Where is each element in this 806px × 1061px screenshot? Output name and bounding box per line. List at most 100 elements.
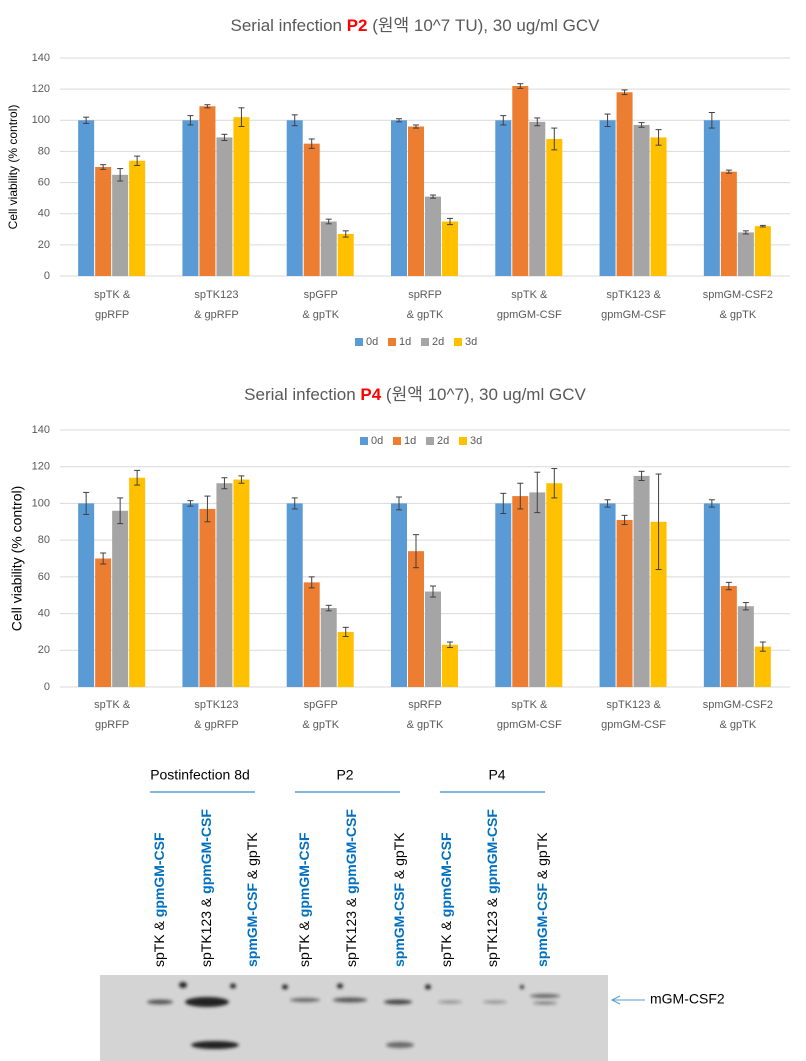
- y-tick-label: 20: [38, 239, 50, 251]
- x-tick-label: spRFP: [408, 289, 442, 301]
- bar: [633, 475, 650, 687]
- error-bar: [604, 499, 611, 508]
- y-tick-label: 140: [32, 52, 50, 64]
- y-tick-label: 140: [32, 424, 50, 436]
- text-part: spTK &: [151, 917, 167, 967]
- error-bar: [396, 118, 402, 123]
- legend-swatch: [426, 437, 434, 445]
- text-part: Serial infection: [244, 385, 360, 404]
- text-part: spTK &: [296, 917, 312, 967]
- error-bar: [517, 482, 524, 510]
- error-bar: [551, 468, 558, 499]
- bar: [425, 591, 441, 687]
- bar: [320, 608, 337, 687]
- text-part: spmGM-CSF: [534, 883, 550, 967]
- text-part: spTK &: [438, 917, 454, 967]
- x-tick-label: & gpTK: [407, 309, 444, 321]
- x-tick-label: spTK &: [94, 699, 131, 711]
- y-tick-label: 80: [38, 145, 50, 157]
- text-part: gpmGM-CSF: [343, 809, 359, 894]
- bar: [529, 492, 546, 687]
- x-tick-label: & gpTK: [720, 309, 757, 321]
- bar: [320, 221, 337, 276]
- bar: [129, 477, 146, 687]
- error-bar: [134, 155, 141, 166]
- text-part: & gpTK: [534, 832, 550, 883]
- legend-label: 1d: [399, 336, 411, 348]
- error-bar: [655, 473, 662, 571]
- segmented-text: spTK & gpmGM-CSF: [296, 832, 312, 967]
- bar: [199, 508, 216, 687]
- error-bar: [100, 552, 107, 565]
- error-bar: [621, 514, 628, 526]
- error-bar: [708, 499, 715, 508]
- bar: [216, 137, 233, 276]
- error-bar: [430, 585, 436, 598]
- bar: [599, 120, 616, 277]
- x-tick-label: spTK123: [194, 289, 238, 301]
- error-bar: [759, 641, 766, 652]
- y-tick-label: 20: [38, 644, 50, 656]
- bar: [95, 167, 112, 276]
- error-bar: [100, 164, 107, 170]
- text-part: gpmGM-CSF: [198, 809, 214, 894]
- error-bar: [534, 471, 541, 514]
- error-bar: [117, 497, 124, 525]
- bar: [616, 519, 633, 687]
- y-tick-label: 40: [38, 208, 50, 220]
- bar: [616, 92, 633, 276]
- legend-label: 2d: [432, 336, 444, 348]
- text-part: (원액 10^7 TU), 30 ug/ml GCV: [368, 16, 601, 35]
- bar: [650, 137, 667, 276]
- bar: [495, 503, 512, 687]
- bar: [408, 126, 424, 276]
- error-bar: [117, 168, 124, 182]
- legend-swatch: [393, 437, 401, 445]
- segmented-text: spTK & gpmGM-CSF: [151, 832, 167, 967]
- x-tick-label: & gpTK: [302, 309, 339, 321]
- bar: [78, 120, 95, 277]
- bar: [633, 124, 650, 276]
- error-bar: [221, 477, 228, 490]
- bar: [233, 117, 250, 277]
- x-tick-label: spTK123 &: [606, 699, 661, 711]
- error-bar: [534, 117, 541, 127]
- x-tick-label: spTK &: [94, 289, 131, 301]
- bar: [425, 196, 441, 276]
- segmented-text: spTK123 & gpmGM-CSF: [484, 809, 500, 967]
- legend-label: 0d: [371, 435, 383, 447]
- bar: [737, 232, 754, 276]
- legend-swatch: [360, 437, 368, 445]
- bar: [337, 233, 354, 276]
- band-label: mGM-CSF2: [650, 991, 725, 1007]
- legend-swatch: [421, 338, 429, 346]
- error-bar: [291, 497, 298, 510]
- bar: [529, 121, 546, 276]
- x-tick-label: spGFP: [304, 289, 338, 301]
- x-tick-label: spTK &: [511, 699, 548, 711]
- text-part: P2: [347, 16, 368, 35]
- error-bar: [325, 218, 332, 225]
- bar: [599, 503, 616, 687]
- bar: [391, 503, 407, 687]
- x-tick-label: & gpTK: [720, 719, 757, 731]
- bar: [286, 503, 303, 687]
- error-bar: [134, 469, 141, 486]
- group-label: P4: [488, 767, 505, 783]
- y-tick-label: 120: [32, 83, 50, 95]
- y-axis-label: Cell viability (% control): [9, 486, 25, 631]
- error-bar: [238, 475, 245, 484]
- y-tick-label: 60: [38, 571, 50, 583]
- error-bar: [83, 116, 90, 124]
- y-tick-label: 0: [44, 681, 50, 693]
- bar: [512, 86, 529, 277]
- error-bar: [604, 113, 611, 128]
- x-tick-label: gpmGM-CSF: [601, 719, 666, 731]
- x-tick-label: gpRFP: [95, 719, 129, 731]
- error-bar: [430, 194, 436, 199]
- error-bar: [413, 124, 419, 129]
- text-part: & gpTK: [391, 832, 407, 883]
- error-bar: [83, 491, 90, 515]
- y-tick-label: 60: [38, 176, 50, 188]
